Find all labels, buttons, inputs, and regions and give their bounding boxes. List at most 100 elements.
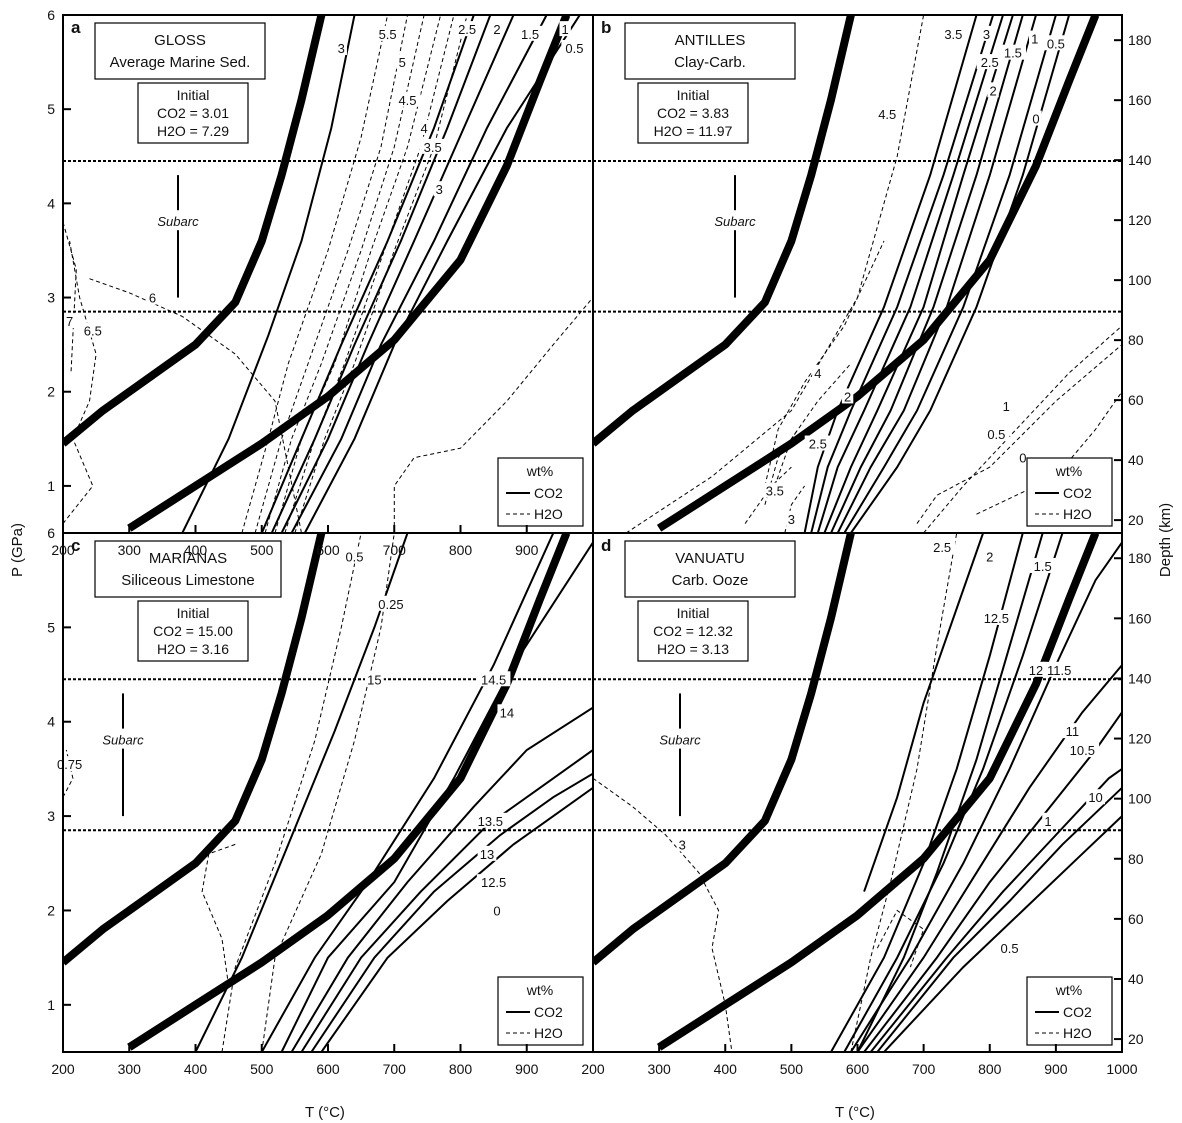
contour-label: 0.5	[1047, 36, 1065, 51]
contour-label-bg	[63, 313, 76, 329]
sample-name-box	[94, 540, 282, 598]
slab-geotherm-2	[656, 15, 1100, 532]
initial-composition-box	[637, 600, 749, 662]
y-tick-label: 4	[47, 195, 55, 211]
co2-isopleth-13.5	[290, 706, 593, 1052]
contour-label: 0.25	[378, 597, 403, 612]
contour-label: 6.5	[84, 324, 102, 339]
contour-label: 2.5	[809, 437, 827, 452]
contour-label-bg	[999, 44, 1026, 60]
panel-letter: b	[601, 18, 611, 37]
contour-label-bg	[1042, 35, 1069, 51]
y-tick-label: 6	[47, 7, 55, 23]
legend-h2o-label: H2O	[1063, 506, 1092, 522]
x-tick-label: 400	[184, 542, 208, 558]
co2-isopleth-2.5	[260, 15, 475, 533]
initial-co2: CO2 = 15.00	[153, 623, 233, 639]
x-tick-label: 200	[51, 1061, 75, 1077]
depth-tick-label: 100	[1128, 791, 1152, 807]
initial-composition-box	[137, 600, 249, 662]
contour-label: 3.5	[766, 484, 784, 499]
contour-label: 2	[989, 83, 996, 98]
contour-label-bg	[374, 25, 401, 41]
panel-frames	[62, 14, 1123, 1053]
contour-label-bg	[52, 756, 87, 772]
contour-label: 15	[367, 672, 381, 687]
sample-name: VANUATU	[675, 550, 744, 567]
subarc-label-bg	[146, 210, 210, 231]
contour-label-bg	[1042, 812, 1054, 828]
contour-label-bg	[984, 548, 996, 564]
contour-label: 4.5	[878, 107, 896, 122]
contour-label: 7	[66, 314, 73, 329]
co2-isopleth-2	[270, 15, 492, 533]
contour-label: 12.5	[481, 875, 506, 890]
contour-label: 1	[1003, 399, 1010, 414]
co2-isopleth-2	[823, 15, 1014, 533]
contour-label: 6	[149, 291, 156, 306]
contour-label: 11	[1066, 724, 1080, 739]
depth-tick-label: 140	[1128, 152, 1152, 168]
legend-title: wt%	[1055, 463, 1082, 479]
co2-isopleth-11.5	[850, 541, 1122, 1052]
contour-label: 0.5	[345, 550, 363, 565]
contour-label-bg	[335, 39, 347, 55]
x-tick-label: 900	[515, 542, 539, 558]
panel-letter: c	[71, 536, 80, 555]
contour-label-bg	[146, 289, 159, 305]
legend-h2o-label: H2O	[1063, 1025, 1092, 1041]
contour-label: 14.5	[481, 672, 506, 687]
slab-geotherm-1	[593, 533, 855, 966]
x-tick-label: 900	[1044, 1061, 1068, 1077]
subarc-label-bg	[648, 728, 712, 749]
contour-label: 0.5	[987, 427, 1005, 442]
depth-tick-label: 40	[1128, 971, 1144, 987]
x-tick-label: 200	[51, 542, 75, 558]
co2-isopleth-1	[836, 15, 1037, 533]
sample-subtitle: Carb. Ooze	[672, 572, 749, 589]
h2o-isopleth-7	[63, 222, 77, 373]
co2-isopleth-1	[876, 787, 1122, 1052]
panel-a-plot	[63, 15, 593, 533]
contour-label: 2	[844, 389, 851, 404]
contour-label-bg	[1030, 110, 1042, 126]
x-tick-label: 600	[846, 1061, 870, 1077]
contour-label: 1.5	[1034, 559, 1052, 574]
co2-isopleth-1.5	[856, 533, 1044, 1052]
x-tick-label: 700	[383, 542, 407, 558]
contour-label-bg	[1017, 449, 1029, 465]
y-tick-label: 1	[47, 997, 55, 1013]
x-tick-label: 400	[714, 1061, 738, 1077]
sample-subtitle: Average Marine Sed.	[110, 54, 251, 71]
x-tick-label: 200	[581, 1061, 605, 1077]
contour-label-bg	[804, 435, 831, 451]
co2-isopleth-15	[194, 533, 409, 1052]
contour-label-bg	[841, 388, 854, 404]
h2o-isopleth-2.5	[850, 533, 958, 1052]
contour-label-bg	[418, 120, 430, 136]
contour-label-bg	[929, 539, 956, 555]
initial-label: Initial	[177, 605, 210, 621]
h2o-isopleth-3	[593, 777, 733, 1052]
panel-d-plot	[593, 533, 1122, 1052]
h2o-isopleth-unlabeled-9	[393, 297, 593, 533]
contour-label-bg	[1063, 723, 1082, 739]
co2-isopleth-12.5	[830, 533, 1024, 1052]
slab-geotherm-1	[593, 15, 855, 447]
contour-label: 2	[493, 22, 500, 37]
h2o-isopleth-6	[89, 278, 302, 533]
initial-h2o: H2O = 7.29	[157, 123, 229, 139]
contour-label-bg	[940, 25, 967, 41]
slab-geotherm-1	[63, 533, 326, 966]
h2o-isopleth-3.5	[284, 15, 455, 533]
depth-tick-label: 40	[1128, 452, 1144, 468]
contour-label: 3	[338, 41, 345, 56]
initial-h2o: H2O = 11.97	[654, 123, 733, 139]
contour-label-bg	[79, 322, 106, 338]
contour-label-bg	[396, 54, 408, 70]
depth-tick-label: 60	[1128, 911, 1144, 927]
legend-h2o-label: H2O	[534, 506, 563, 522]
co2-isopleth-2.5	[816, 15, 1004, 533]
contour-label-bg	[419, 138, 446, 154]
contour-label-bg	[454, 21, 481, 37]
